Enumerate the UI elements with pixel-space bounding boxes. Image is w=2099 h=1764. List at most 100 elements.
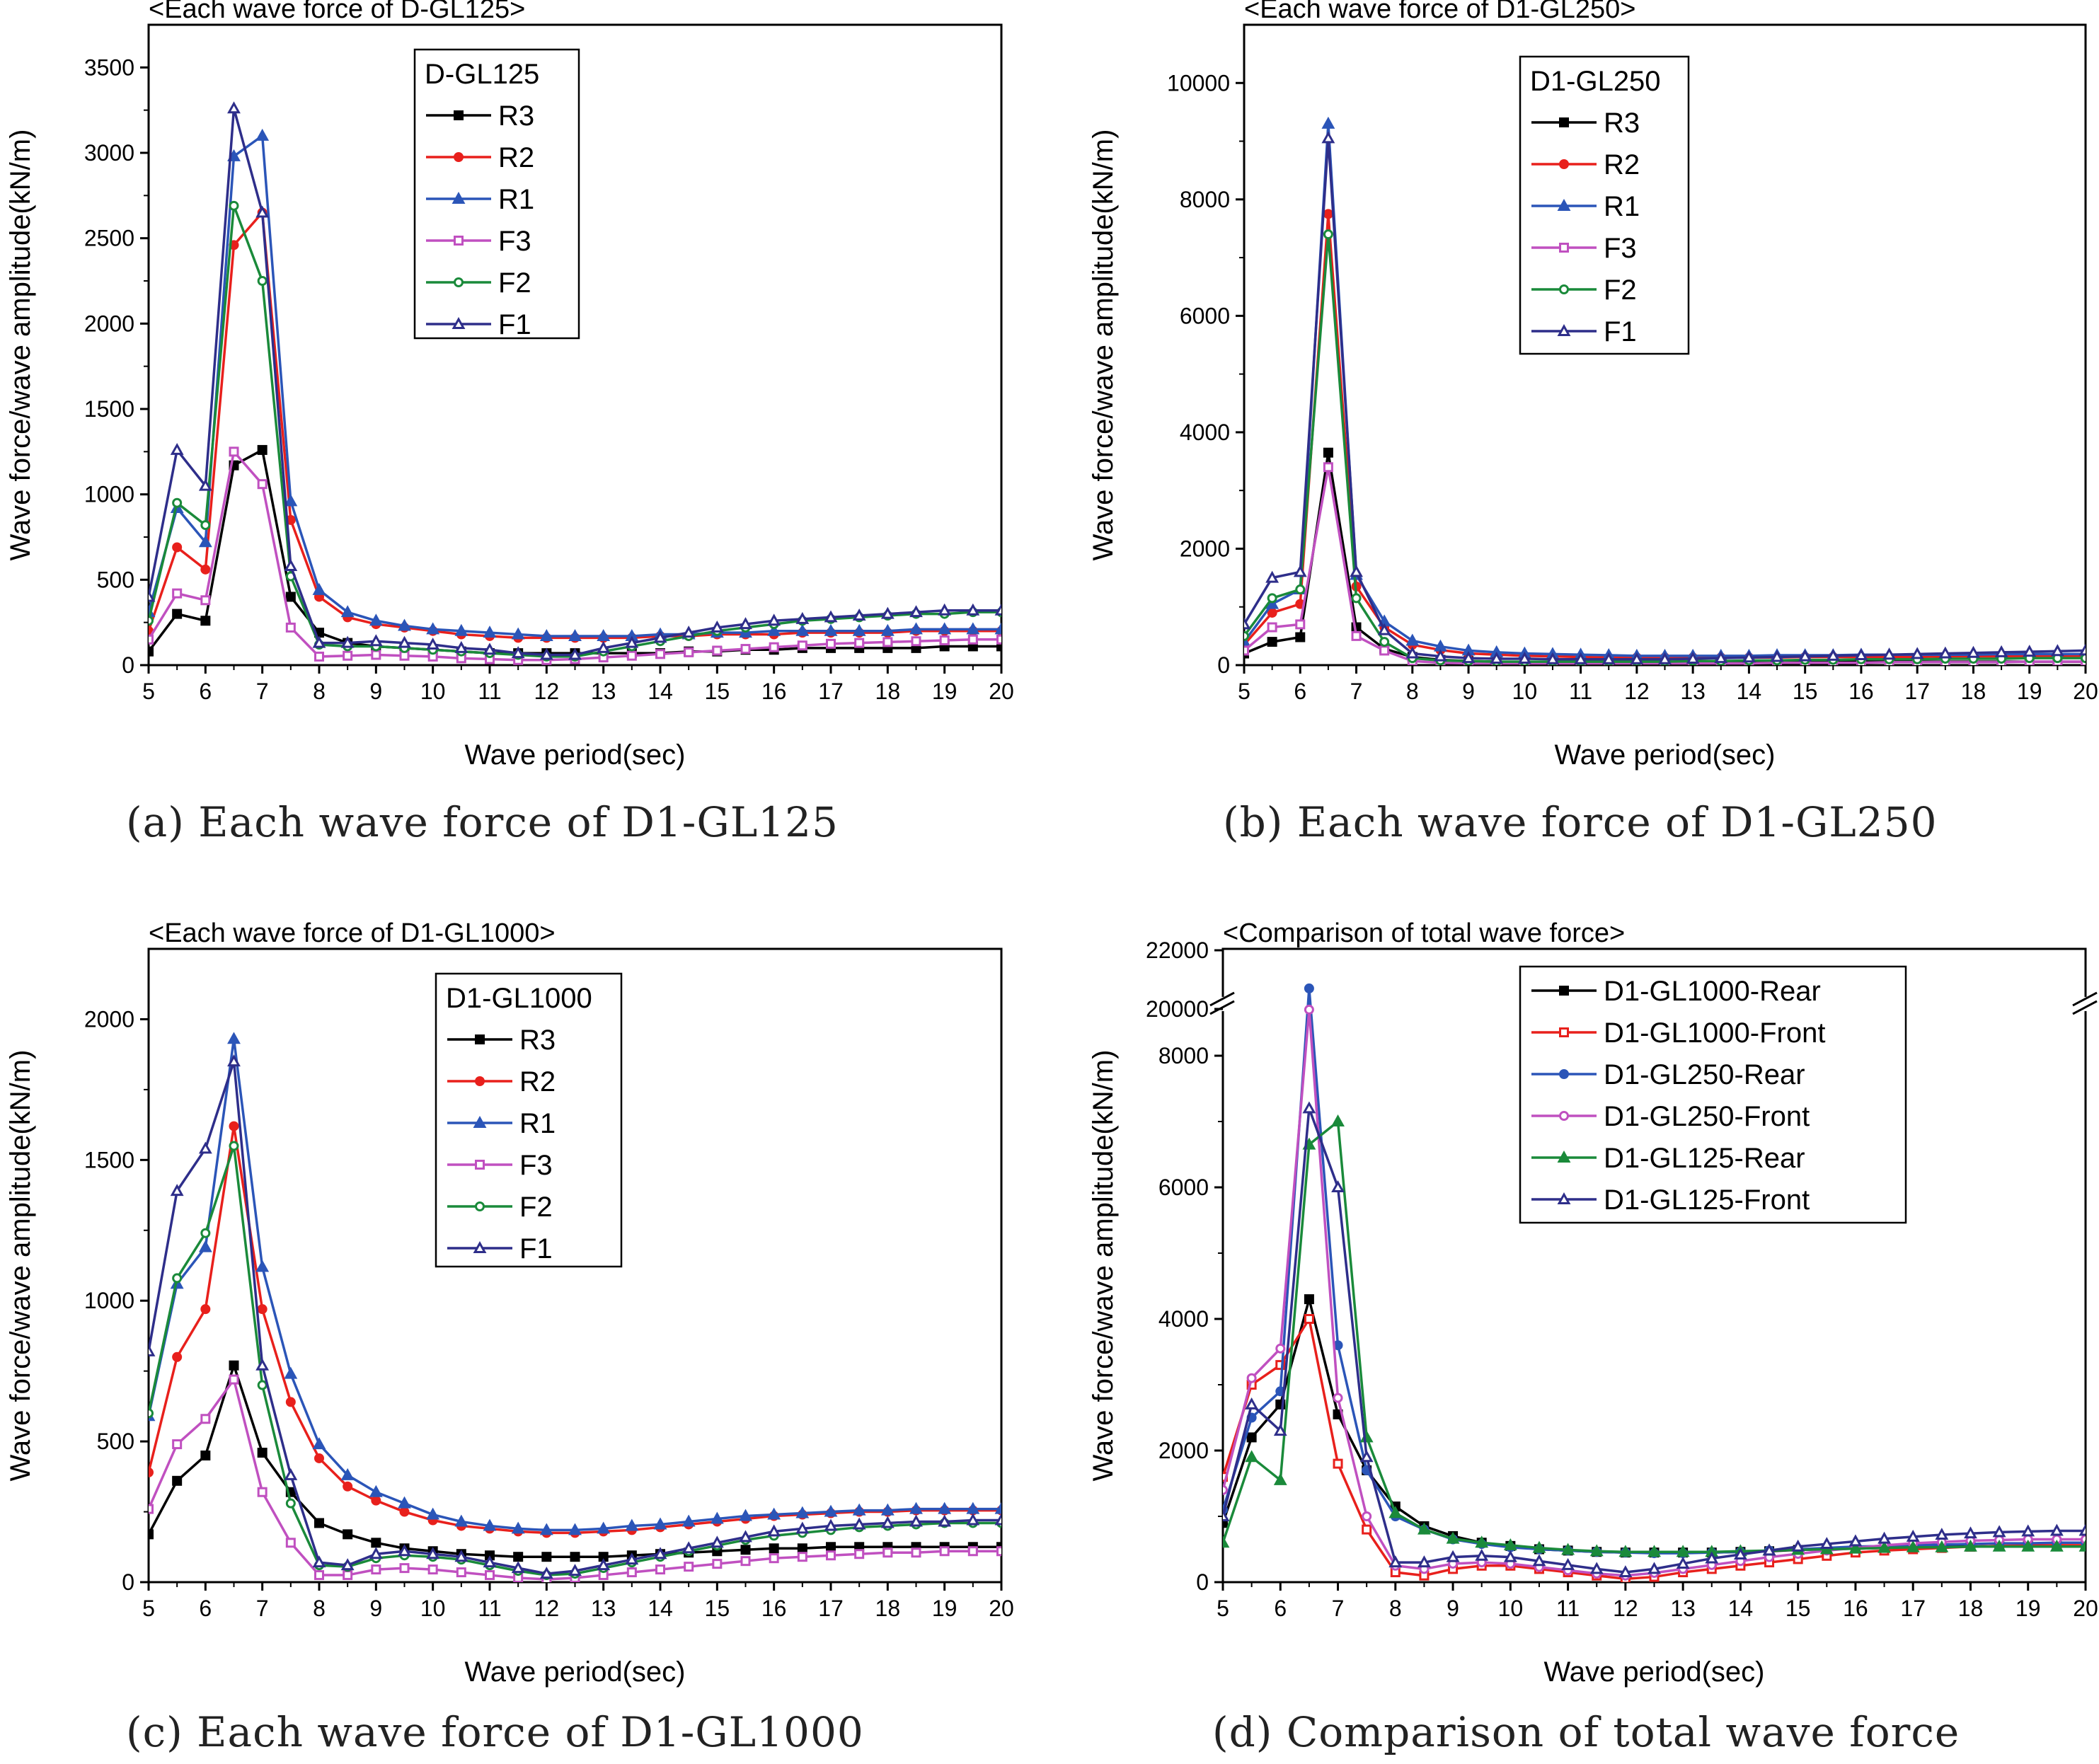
data-point — [1848, 1541, 1863, 1554]
data-point — [597, 640, 611, 653]
data-point — [1331, 1114, 1345, 1127]
data-point — [1321, 116, 1335, 129]
data-point — [1686, 651, 1700, 664]
data-point — [426, 1547, 440, 1560]
data-point — [1589, 1562, 1604, 1574]
data-point — [257, 444, 268, 455]
y-tick-label: 10000 — [1167, 70, 1230, 96]
data-point — [1405, 633, 1420, 646]
y-axis-label: Wave force/wave amplitude(kN/m) — [1088, 1050, 1119, 1482]
data-point — [1267, 637, 1277, 647]
data-point — [909, 1501, 923, 1514]
x-axis-label: Wave period(sec) — [465, 739, 686, 771]
data-point — [597, 1521, 611, 1534]
data-point — [824, 623, 838, 636]
y-tick-label: 0 — [122, 652, 134, 678]
data-point — [684, 647, 694, 657]
data-point — [1676, 1556, 1690, 1569]
data-point — [198, 1141, 212, 1154]
data-point — [1434, 649, 1447, 662]
legend-swatch-marker — [473, 1116, 487, 1128]
x-tick-label: 5 — [142, 679, 155, 704]
data-point — [1935, 1540, 1949, 1552]
data-point — [655, 649, 665, 659]
y-tick-label: 1000 — [84, 482, 134, 507]
data-point — [369, 634, 383, 647]
y-tick-label: 3500 — [84, 54, 134, 80]
data-point — [398, 618, 411, 631]
data-point — [340, 635, 355, 648]
data-point — [1333, 1458, 1343, 1469]
x-tick-label: 18 — [875, 679, 901, 704]
chart-panel-b: <Each wave force of D1-GL250> 5 6 7 8 9 10 11 12… — [1050, 0, 2099, 882]
legend-entry: F1 — [498, 309, 531, 340]
data-point — [398, 1496, 411, 1509]
data-point — [1826, 648, 1840, 661]
data-point — [541, 1552, 552, 1562]
y-axis-label: Wave force/wave amplitude(kN/m) — [5, 129, 36, 561]
data-point — [2078, 1523, 2086, 1536]
x-tick-label: 10 — [1498, 1596, 1524, 1621]
legend-entry: F3 — [1604, 233, 1637, 264]
data-point — [314, 1570, 324, 1581]
legend: D1-GL250 R3 R2 R1 F3 F2 F1 — [1519, 55, 1690, 355]
data-point — [369, 613, 383, 626]
data-point — [625, 1518, 639, 1531]
x-tick-label: 6 — [199, 1596, 212, 1621]
data-point — [882, 637, 893, 647]
data-point — [229, 1141, 239, 1151]
data-point — [1877, 1531, 1891, 1544]
y-tick-label: 500 — [97, 1429, 134, 1454]
data-point — [1275, 1343, 1286, 1354]
legend-swatch-marker — [475, 1201, 485, 1211]
data-point — [229, 1121, 239, 1131]
data-point — [712, 1559, 723, 1569]
data-point — [149, 1344, 156, 1356]
data-point — [710, 1535, 724, 1548]
data-point — [1935, 1528, 1949, 1540]
x-tick-label: 15 — [1793, 679, 1818, 704]
data-point — [371, 650, 381, 660]
y-tick-label: 6000 — [1158, 1175, 1209, 1200]
data-point — [314, 651, 324, 662]
data-point — [1273, 1424, 1287, 1436]
data-point — [1705, 1551, 1719, 1564]
x-tick-label: 17 — [818, 1596, 844, 1621]
chart-title: <Comparison of total wave force> — [1223, 918, 1625, 948]
x-tick-label: 13 — [591, 679, 616, 704]
data-point — [456, 1567, 466, 1578]
data-point — [795, 611, 810, 624]
series-line — [1223, 1315, 2086, 1581]
x-tick-label: 11 — [478, 679, 501, 704]
x-axis-label: Wave period(sec) — [1544, 1656, 1765, 1688]
series-D1-GL125-Front — [1223, 1101, 2086, 1578]
data-point — [257, 479, 268, 490]
x-tick-label: 5 — [1217, 1596, 1229, 1621]
series-line — [1244, 466, 2086, 665]
data-point — [200, 616, 211, 626]
data-point — [740, 1556, 751, 1567]
data-point — [369, 1547, 383, 1560]
data-point — [1854, 648, 1868, 661]
legend-swatch-marker — [452, 192, 466, 204]
chart-panel-d: <Comparison of total wave force> 5 6 7 8 9 10 1… — [1050, 882, 2099, 1763]
data-point — [1273, 1472, 1287, 1485]
data-point — [1882, 647, 1896, 660]
legend-entry: D1-GL250-Front — [1604, 1101, 1810, 1132]
legend-title: D1-GL250 — [1530, 66, 1661, 97]
data-point — [739, 617, 752, 630]
data-point — [1417, 1522, 1431, 1535]
data-point — [170, 1184, 184, 1197]
x-tick-label: 8 — [313, 1596, 326, 1621]
data-point — [740, 644, 751, 655]
data-point — [1302, 1101, 1316, 1114]
data-point — [626, 650, 637, 661]
data-point — [767, 1507, 781, 1520]
data-point — [653, 630, 667, 643]
data-point — [1388, 1555, 1403, 1568]
y-tick-label: 22000 — [1146, 938, 1209, 963]
data-point — [1770, 650, 1784, 662]
data-point — [257, 1304, 268, 1315]
data-point — [1434, 639, 1447, 652]
series-F1 — [149, 1054, 1001, 1579]
